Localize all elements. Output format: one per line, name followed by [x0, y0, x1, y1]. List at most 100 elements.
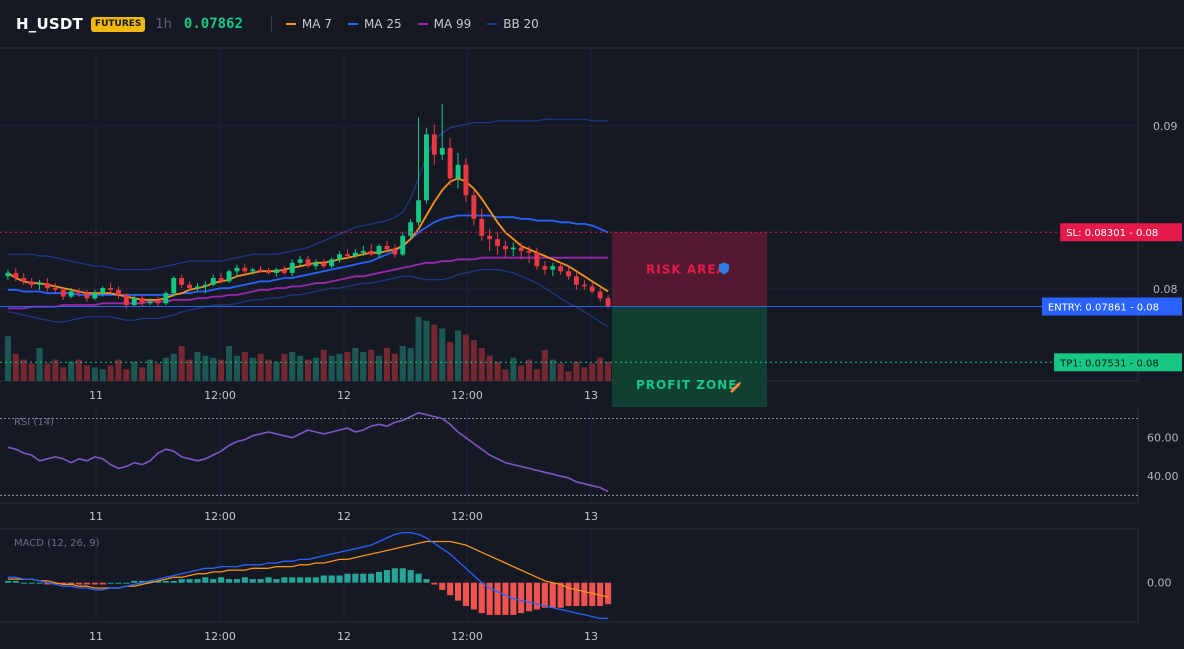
- candle-body[interactable]: [495, 239, 500, 246]
- candle-body[interactable]: [400, 235, 406, 255]
- legend-ma25[interactable]: MA 25: [347, 17, 402, 31]
- candle-body[interactable]: [21, 278, 27, 282]
- candle-body[interactable]: [463, 164, 469, 196]
- candle-body[interactable]: [329, 259, 335, 267]
- candle-body[interactable]: [116, 289, 121, 295]
- legend-bb20[interactable]: BB 20: [487, 17, 539, 31]
- candle-body[interactable]: [313, 262, 319, 267]
- candle-body[interactable]: [131, 298, 137, 305]
- candle-body[interactable]: [542, 266, 548, 270]
- candle-body[interactable]: [439, 147, 445, 155]
- macd-histogram-bar: [486, 582, 493, 615]
- candle-body[interactable]: [526, 251, 532, 253]
- y-tick-0.08: 0.08: [1153, 283, 1178, 296]
- candle-body[interactable]: [574, 276, 579, 285]
- candle-body[interactable]: [408, 222, 414, 236]
- candle-body[interactable]: [147, 301, 153, 304]
- candle-body[interactable]: [455, 164, 461, 179]
- candle-body[interactable]: [29, 281, 35, 285]
- candle-body[interactable]: [202, 284, 208, 287]
- legend-bb20-label: BB 20: [503, 17, 539, 31]
- candle-body[interactable]: [210, 278, 216, 285]
- candle-body[interactable]: [226, 271, 232, 282]
- candle-body[interactable]: [558, 266, 564, 272]
- candle-body[interactable]: [179, 278, 185, 285]
- candle-body[interactable]: [92, 293, 98, 299]
- candle-body[interactable]: [68, 291, 74, 297]
- profit-zone[interactable]: [612, 306, 767, 408]
- main-x-tick: 11: [89, 389, 103, 402]
- entry-price-tag[interactable]: [1041, 297, 1182, 316]
- legend-ma99[interactable]: MA 99: [417, 17, 471, 31]
- risk-area-zone[interactable]: [612, 232, 767, 307]
- rsi-x-tick: 13: [584, 510, 598, 523]
- candle-body[interactable]: [589, 286, 595, 292]
- candle-body[interactable]: [337, 254, 342, 260]
- candle-body[interactable]: [60, 289, 66, 297]
- candle-body[interactable]: [471, 195, 477, 219]
- candle-body[interactable]: [431, 134, 437, 155]
- candle-body[interactable]: [305, 259, 311, 267]
- candle-body[interactable]: [123, 294, 129, 305]
- timeframe-label[interactable]: 1h: [155, 16, 172, 32]
- candle-body[interactable]: [171, 278, 177, 294]
- symbol-name[interactable]: H_USDT: [16, 15, 83, 33]
- candle-body[interactable]: [37, 283, 42, 285]
- sl-price-tag[interactable]: [1060, 223, 1182, 242]
- candle-body[interactable]: [566, 271, 571, 277]
- candle-body[interactable]: [76, 291, 82, 294]
- candle-body[interactable]: [345, 254, 350, 256]
- volume-bar: [597, 357, 604, 381]
- candle-body[interactable]: [218, 278, 224, 282]
- tp1-price-tag[interactable]: [1054, 353, 1182, 372]
- volume-bar: [36, 348, 43, 381]
- candle-body[interactable]: [605, 298, 611, 307]
- candle-body[interactable]: [518, 247, 524, 251]
- candle-body[interactable]: [534, 252, 540, 267]
- candle-body[interactable]: [274, 269, 279, 273]
- volume-bar: [455, 330, 462, 381]
- candle-body[interactable]: [597, 291, 603, 299]
- candle-body[interactable]: [187, 284, 192, 289]
- candle-body[interactable]: [250, 269, 256, 272]
- candle-body[interactable]: [384, 245, 390, 250]
- candle-body[interactable]: [266, 271, 271, 273]
- candle-body[interactable]: [108, 288, 113, 290]
- candle-body[interactable]: [392, 249, 398, 255]
- candle-body[interactable]: [352, 252, 358, 257]
- candle-body[interactable]: [487, 235, 493, 240]
- candle-body[interactable]: [479, 218, 485, 236]
- candle-body[interactable]: [447, 147, 453, 179]
- candle-body[interactable]: [155, 301, 161, 304]
- candle-body[interactable]: [503, 245, 508, 250]
- candle-body[interactable]: [45, 283, 50, 289]
- candle-body[interactable]: [139, 298, 145, 304]
- candle-body[interactable]: [234, 267, 240, 272]
- volume-bar: [510, 357, 517, 381]
- legend-ma7[interactable]: MA 7: [285, 17, 332, 31]
- candle-body[interactable]: [360, 251, 366, 253]
- candle-body[interactable]: [368, 251, 374, 255]
- candle-body[interactable]: [581, 284, 587, 287]
- candle-body[interactable]: [297, 259, 303, 263]
- candle-body[interactable]: [5, 272, 11, 277]
- candle-body[interactable]: [510, 247, 516, 250]
- candle-body[interactable]: [258, 269, 264, 272]
- candle-body[interactable]: [52, 288, 58, 290]
- macd-x-tick: 12: [337, 630, 351, 643]
- candle-body[interactable]: [416, 200, 421, 223]
- candle-body[interactable]: [289, 262, 295, 273]
- candle-body[interactable]: [376, 245, 382, 255]
- candle-body[interactable]: [242, 267, 248, 272]
- candle-body[interactable]: [84, 293, 90, 299]
- volume-bar: [431, 324, 438, 381]
- candle-body[interactable]: [281, 269, 287, 273]
- candle-body[interactable]: [321, 262, 327, 267]
- candle-body[interactable]: [13, 272, 19, 278]
- candle-body[interactable]: [424, 134, 429, 201]
- candle-body[interactable]: [195, 286, 200, 289]
- candle-body[interactable]: [100, 288, 106, 294]
- candle-body[interactable]: [163, 293, 169, 304]
- candle-body[interactable]: [550, 266, 556, 270]
